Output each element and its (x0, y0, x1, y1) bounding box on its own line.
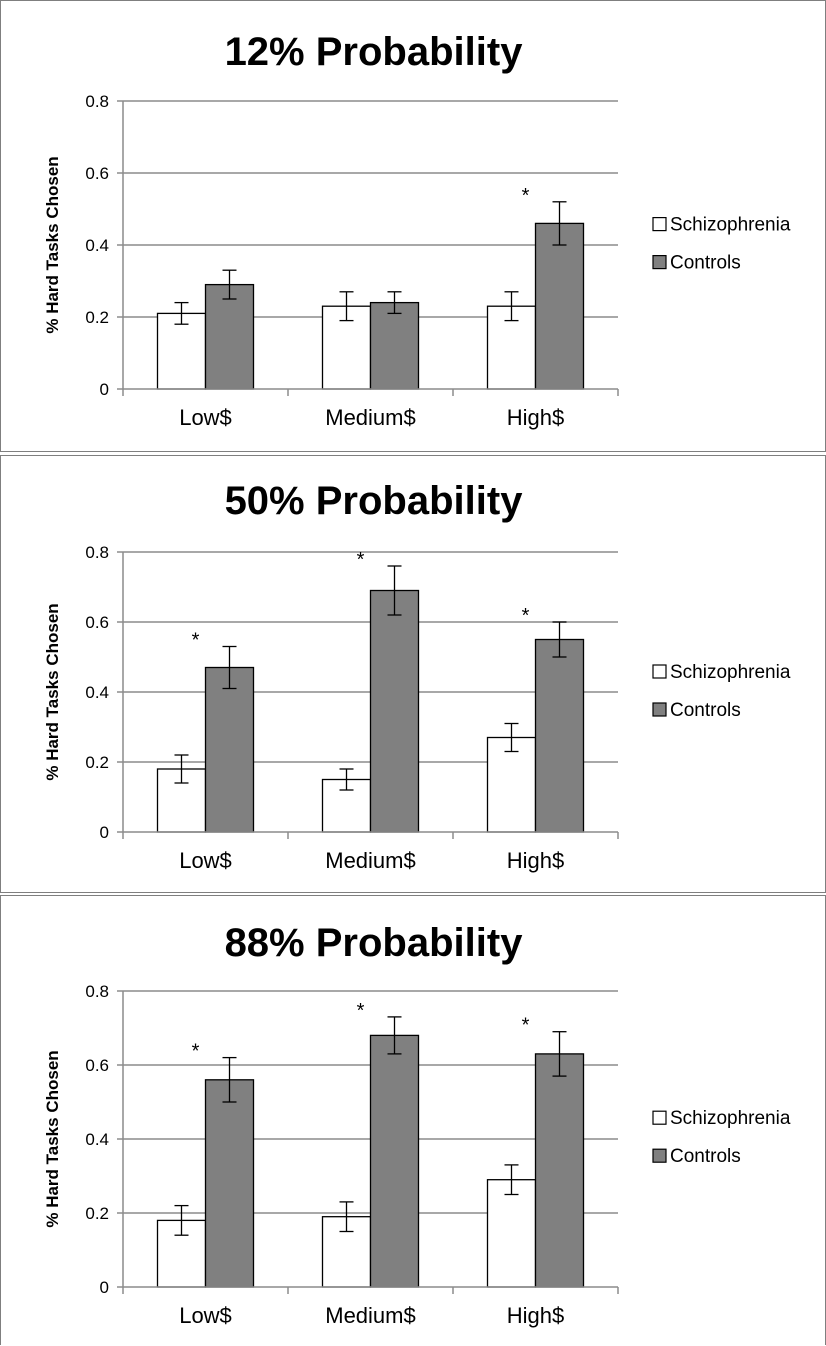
bar-schizophrenia-high (486, 1179, 537, 1288)
error-bar (174, 301, 189, 325)
chart-svg: 12% Probability 0 0.2 0.4 0.6 0.8 % Hard Tasks… (43, 30, 791, 430)
legend-label: Controls (670, 253, 741, 274)
chart-title: 88% Probability (225, 921, 524, 965)
x-tick-label: Low$ (179, 848, 232, 873)
error-bar (174, 754, 189, 784)
error-bar (222, 645, 237, 690)
bar-controls-medium (369, 589, 420, 833)
legend-swatch (652, 702, 667, 717)
x-tick-label: Low$ (179, 405, 232, 430)
legend-entry-schizophrenia: Schizophrenia (652, 1108, 791, 1129)
legend-swatch (652, 1148, 667, 1163)
y-axis-label: % Hard Tasks Chosen (43, 156, 62, 333)
chart-title: 12% Probability (225, 30, 524, 74)
x-tick-label: High$ (507, 405, 564, 430)
chart-svg: 50% Probability 0 0.2 0.4 0.6 0.8 % Hard Tasks… (43, 479, 791, 873)
legend-swatch (652, 1110, 667, 1125)
legend-entry-controls: Controls (652, 700, 741, 721)
bar-controls-high (534, 1053, 585, 1288)
error-bar (174, 1204, 189, 1236)
significance-star: * (192, 630, 200, 652)
bar-controls-low (204, 283, 255, 390)
bar-controls-low (204, 666, 255, 833)
error-bar (552, 1031, 567, 1077)
legend-swatch (652, 255, 667, 270)
error-bar (339, 768, 354, 791)
bar-controls-medium (369, 301, 420, 390)
bar-controls-high (534, 222, 585, 390)
error-bar (339, 1201, 354, 1233)
y-tick-label: 0.2 (85, 1204, 109, 1223)
y-tick-label: 0.8 (85, 982, 109, 1001)
legend-entry-schizophrenia: Schizophrenia (652, 662, 791, 683)
y-tick-label: 0 (100, 823, 109, 842)
significance-star: * (522, 605, 530, 627)
error-bar (339, 291, 354, 322)
y-tick-label: 0.2 (85, 308, 109, 327)
legend-label: Controls (670, 700, 741, 721)
chart-panel-50-percent: 50% Probability 0 0.2 0.4 0.6 0.8 % Hard Tasks… (0, 455, 826, 893)
y-tick-label: 0.4 (85, 236, 109, 255)
legend-entry-controls: Controls (652, 253, 741, 274)
error-bar (504, 722, 519, 753)
error-bar (387, 291, 402, 315)
y-tick-label: 0.2 (85, 753, 109, 772)
x-tick-label: High$ (507, 848, 564, 873)
significance-star: * (522, 185, 530, 207)
x-tick-label: Medium$ (325, 848, 415, 873)
x-tick-label: Medium$ (325, 1303, 415, 1328)
x-tick-label: Medium$ (325, 405, 415, 430)
y-tick-label: 0 (100, 1278, 109, 1297)
error-bar (222, 269, 237, 300)
y-tick-label: 0 (100, 380, 109, 399)
y-tick-label: 0.8 (85, 543, 109, 562)
significance-star: * (357, 549, 365, 571)
chart-panel-12-percent: 12% Probability 0 0.2 0.4 0.6 0.8 % Hard Tasks… (0, 0, 826, 452)
error-bar (552, 621, 567, 658)
error-bar (504, 291, 519, 322)
bar-controls-high (534, 638, 585, 833)
y-tick-label: 0.4 (85, 683, 109, 702)
y-axis-label: % Hard Tasks Chosen (43, 1050, 62, 1227)
legend-swatch (652, 664, 667, 679)
legend-entry-controls: Controls (652, 1146, 741, 1167)
x-tick-label: High$ (507, 1303, 564, 1328)
legend-label: Schizophrenia (670, 1108, 791, 1129)
chart-title: 50% Probability (225, 479, 524, 523)
y-tick-label: 0.8 (85, 92, 109, 111)
chart-panel-88-percent: 88% Probability 0 0.2 0.4 0.6 0.8 % Hard Tasks… (0, 895, 826, 1345)
error-bar (222, 1056, 237, 1103)
y-tick-label: 0.6 (85, 1056, 109, 1075)
bar-controls-medium (369, 1034, 420, 1288)
legend-swatch (652, 217, 667, 232)
significance-star: * (522, 1015, 530, 1037)
y-tick-label: 0.4 (85, 1130, 109, 1149)
y-tick-label: 0.6 (85, 164, 109, 183)
legend-label: Schizophrenia (670, 215, 791, 236)
significance-star: * (357, 1000, 365, 1022)
error-bar (552, 201, 567, 246)
x-tick-label: Low$ (179, 1303, 232, 1328)
significance-star: * (192, 1041, 200, 1063)
bar-controls-low (204, 1079, 255, 1288)
error-bar (504, 1164, 519, 1196)
legend-entry-schizophrenia: Schizophrenia (652, 215, 791, 236)
legend-label: Schizophrenia (670, 662, 791, 683)
y-tick-label: 0.6 (85, 613, 109, 632)
chart-svg: 88% Probability 0 0.2 0.4 0.6 0.8 % Hard Tasks… (43, 921, 791, 1328)
error-bar (387, 1016, 402, 1055)
y-axis-label: % Hard Tasks Chosen (43, 603, 62, 780)
error-bar (387, 565, 402, 616)
legend-label: Controls (670, 1146, 741, 1167)
